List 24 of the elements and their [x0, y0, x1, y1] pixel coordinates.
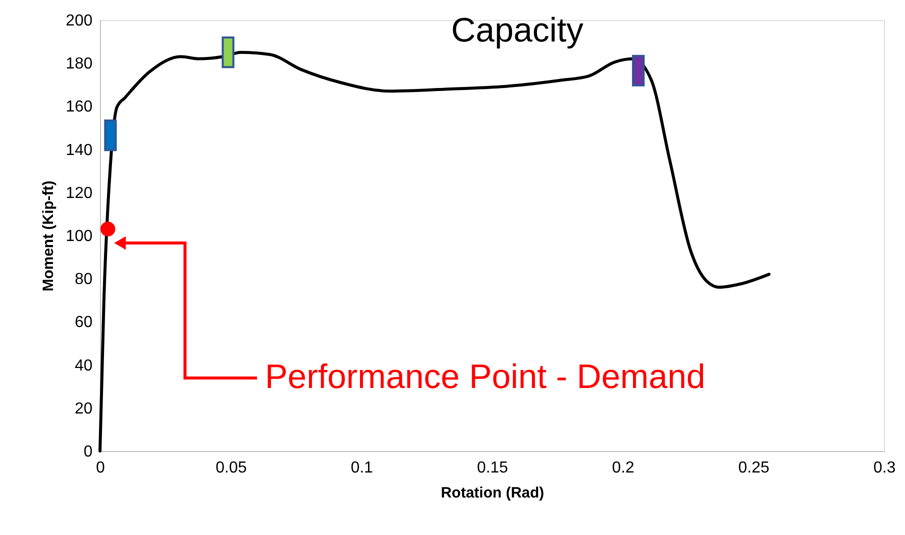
x-tick-label: 0.3	[873, 460, 896, 476]
series-label: Capacity	[451, 11, 584, 50]
y-axis-title: Moment (Kip-ft)	[40, 180, 57, 292]
x-tick-label: 0.05	[216, 460, 247, 476]
x-axis-title: Rotation (Rad)	[440, 484, 544, 502]
y-tick-label: 140	[66, 142, 93, 159]
y-tick-label: 80	[74, 271, 93, 288]
x-tick-label: 0	[96, 460, 106, 476]
x-tick-label: 0.2	[612, 460, 634, 476]
y-tick-label: 60	[74, 314, 93, 332]
y-tick-label: 100	[66, 228, 93, 245]
y-tick-label: 120	[66, 184, 93, 202]
line-series	[98, 50, 771, 452]
x-tick-label: 0.25	[738, 460, 770, 476]
y-tick-label: 0	[84, 444, 93, 460]
y-tick-label: 40	[74, 357, 93, 374]
x-tick-label: 0.1	[350, 460, 374, 476]
x-tick-label: 0.15	[476, 460, 508, 476]
annotation: Performance Point - Demand	[265, 358, 706, 396]
y-tick-label: 200	[66, 12, 93, 30]
y-tick-label: 20	[74, 400, 93, 418]
y-tick-label: 180	[66, 56, 93, 73]
y-tick-label: 160	[66, 98, 93, 116]
point	[100, 222, 116, 236]
